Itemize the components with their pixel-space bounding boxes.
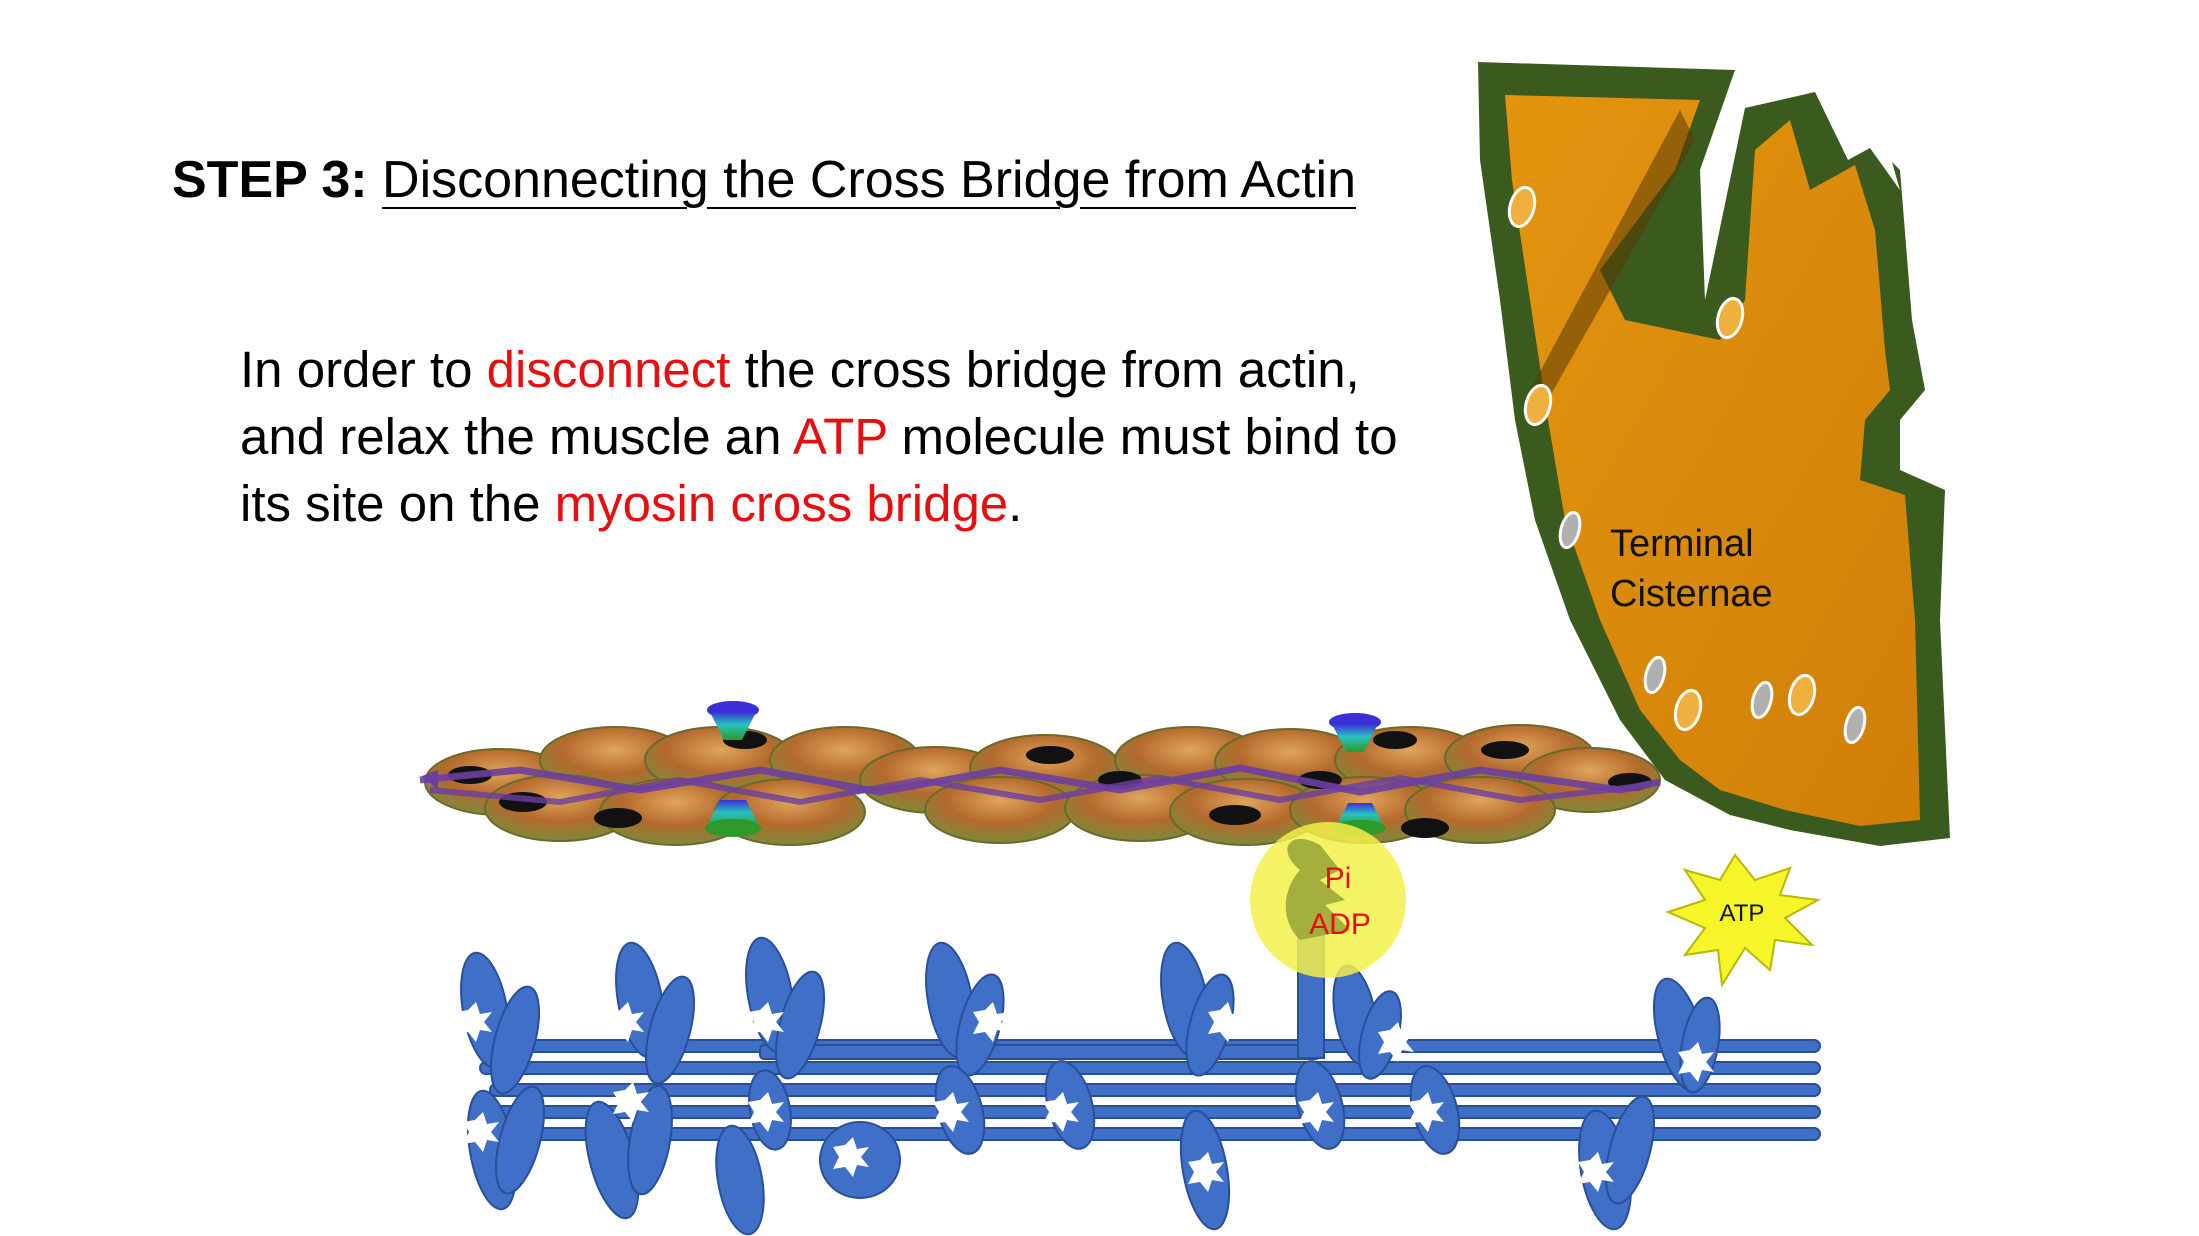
body-seg-lead: In order to	[240, 341, 487, 398]
cisternae-fold	[1525, 110, 1695, 405]
cisternae-vesicles	[1507, 185, 1867, 745]
troponin	[1329, 713, 1381, 752]
body-highlight-disconnect: disconnect	[486, 341, 731, 398]
myosin-thick-filament	[456, 936, 1821, 1236]
atp-label: ATP	[1720, 900, 1765, 927]
pi-label: Pi	[1325, 862, 1352, 895]
cross-bridge: Pi ADP	[1250, 822, 1406, 1059]
body-highlight-myosin-cross-bridge: myosin cross bridge	[554, 475, 1009, 532]
terminal-cisternae-label-line1: Terminal	[1610, 523, 1754, 565]
tropomyosin-strand	[419, 764, 1661, 796]
atp-star	[1665, 853, 1822, 988]
title-text: Disconnecting the Cross Bridge from Acti…	[382, 151, 1356, 209]
terminal-cisternae-label-line2: Cisternae	[1610, 573, 1773, 615]
slide-title: STEP 3: Disconnecting the Cross Bridge f…	[172, 150, 1356, 210]
myosin-tails	[479, 1039, 1821, 1141]
troponin-complexes	[705, 701, 1386, 837]
body-seg-3: molecule must bind to its site on the	[240, 408, 1398, 532]
body-seg-end: .	[1008, 475, 1023, 532]
tropomyosin-strand-2	[429, 774, 1651, 806]
atp-molecule: ATP	[1665, 853, 1822, 988]
atp-binding-stars	[456, 1002, 1714, 1192]
title-step: STEP 3:	[172, 151, 368, 209]
cross-bridge-head	[1285, 838, 1350, 940]
body-paragraph: In order to disconnect the cross bridge …	[240, 336, 1420, 537]
terminal-cisternae: Terminal Cisternae	[1478, 62, 1950, 846]
body-highlight-atp: ATP	[792, 408, 888, 465]
troponin	[707, 701, 759, 740]
actin-filament	[419, 701, 1661, 846]
body-seg-2: the cross bridge from actin, and relax t…	[240, 341, 1360, 465]
filament-tip	[422, 770, 438, 790]
cisternae-inner	[1505, 95, 1920, 826]
troponin	[705, 800, 761, 837]
adp-label: ADP	[1309, 908, 1371, 941]
